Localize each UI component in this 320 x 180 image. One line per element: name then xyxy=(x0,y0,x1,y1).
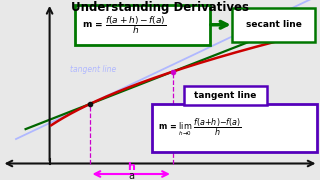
Text: tangent line: tangent line xyxy=(70,65,117,74)
FancyBboxPatch shape xyxy=(75,4,210,45)
Text: a: a xyxy=(128,171,134,180)
Text: m = $\dfrac{f(a + h) - f(a)}{h}$: m = $\dfrac{f(a + h) - f(a)}{h}$ xyxy=(82,14,166,36)
Text: Understanding Derivatives: Understanding Derivatives xyxy=(71,1,249,15)
Text: h: h xyxy=(127,162,135,172)
Text: secant line: secant line xyxy=(246,20,301,29)
FancyBboxPatch shape xyxy=(184,86,267,105)
FancyBboxPatch shape xyxy=(232,8,315,42)
Text: tangent line: tangent line xyxy=(195,91,257,100)
Text: f(x): f(x) xyxy=(285,26,303,35)
FancyBboxPatch shape xyxy=(152,103,317,152)
Text: m = $\lim_{h \to 0}\ \dfrac{f(a + h) - f(a)}{h}$: m = $\lim_{h \to 0}\ \dfrac{f(a + h) - f… xyxy=(158,116,242,138)
